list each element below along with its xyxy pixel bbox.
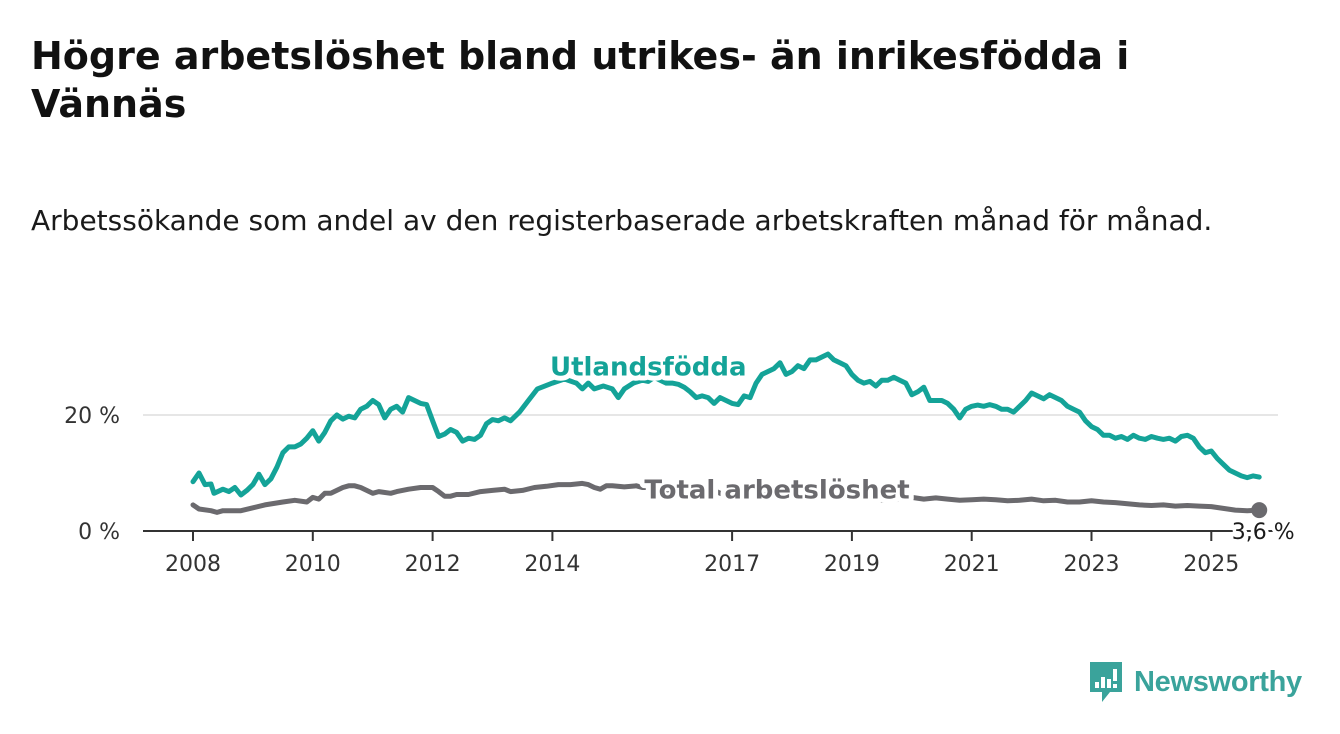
- chart-subtitle: Arbetssökande som andel av den registerb…: [31, 204, 1213, 237]
- x-tick-label: 2023: [1064, 552, 1120, 577]
- last-value-label-halo: 3,6 %: [1232, 520, 1295, 545]
- x-tick-label: 2008: [165, 552, 221, 577]
- series-label-total: Total arbetslöshet: [644, 476, 909, 506]
- x-tick-label: 2019: [824, 552, 880, 577]
- series-label-halo: Utlandsfödda: [550, 353, 747, 383]
- brand-name: Newsworthy: [1134, 665, 1302, 698]
- y-tick-label: 20 %: [64, 404, 120, 429]
- series-label-utlandsfodda: Utlandsfödda: [550, 353, 747, 383]
- x-tick-label: 2012: [405, 552, 461, 577]
- x-tick-label: 2010: [285, 552, 341, 577]
- x-tick-label: 2014: [524, 552, 580, 577]
- x-tick-label: 2017: [704, 552, 760, 577]
- newsworthy-brand[interactable]: Newsworthy: [1088, 660, 1302, 704]
- series-label-halo: Total arbetslöshet: [644, 476, 909, 506]
- last-value-label: 3,6 %: [1232, 520, 1295, 545]
- newsworthy-logo-icon: [1090, 662, 1122, 702]
- x-tick-label: 2025: [1183, 552, 1239, 577]
- total-arbetsloshet-line: [190, 480, 1262, 515]
- y-tick-label: 0 %: [78, 520, 120, 545]
- x-tick-label: 2021: [944, 552, 1000, 577]
- chart-title: Högre arbetslöshet bland utrikes- än inr…: [31, 34, 1130, 126]
- last-point-marker: [1251, 502, 1268, 519]
- utlandsfodda-line: [190, 351, 1262, 498]
